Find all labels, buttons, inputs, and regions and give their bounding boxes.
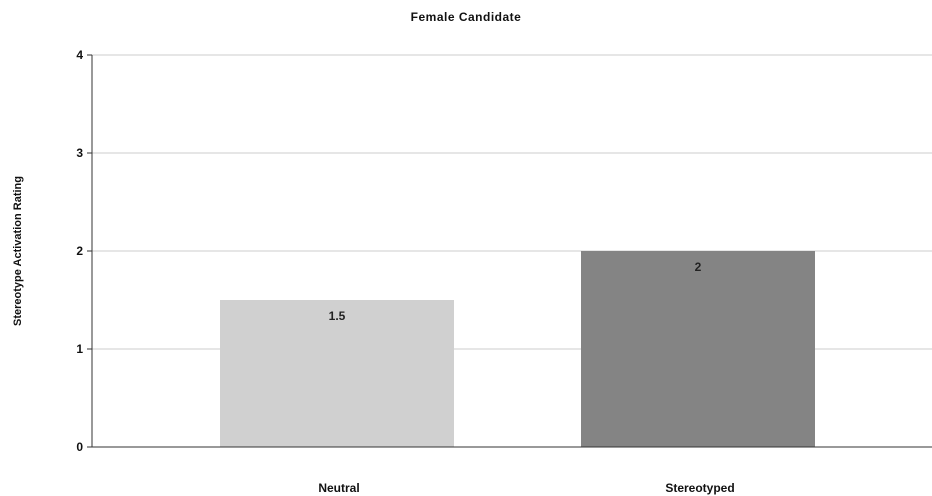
data-label: 2 — [695, 260, 702, 274]
x-tick-label: Neutral — [318, 481, 359, 495]
y-tick-label: 1 — [76, 342, 83, 356]
y-tick-label: 2 — [76, 244, 83, 258]
data-label: 1.5 — [329, 309, 346, 323]
x-tick-label: Stereotyped — [665, 481, 734, 495]
y-tick-label: 3 — [76, 146, 83, 160]
chart-title: Female Candidate — [410, 10, 522, 24]
y-tick-label: 4 — [76, 48, 83, 62]
bar — [581, 251, 815, 447]
y-tick-label: 0 — [76, 440, 83, 454]
bar — [220, 300, 454, 447]
